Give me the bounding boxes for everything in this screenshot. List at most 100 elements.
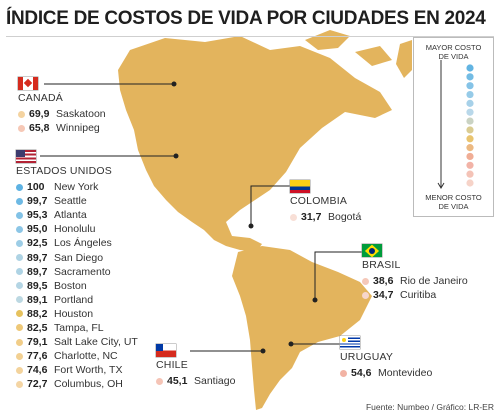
colombia-flag-icon — [290, 180, 310, 193]
cost-dot — [18, 124, 25, 132]
city-row: 65,8 Winnipeg — [18, 121, 106, 135]
cost-dot — [362, 291, 369, 299]
page-title: ÍNDICE DE COSTOS DE VIDA POR CIUDADES EN… — [6, 8, 486, 29]
city-row: 45,1 Santiago — [156, 374, 235, 388]
cost-value: 74,6 — [27, 364, 48, 377]
city-name: Houston — [54, 307, 94, 320]
cost-dot — [340, 369, 347, 377]
leader-brasil — [314, 251, 372, 300]
chile-flag-icon — [156, 344, 176, 357]
city-list: 45,1 Santiago — [156, 374, 235, 388]
city-name: Salt Lake City, UT — [54, 336, 138, 349]
city-name: Atlanta — [54, 209, 87, 222]
country-name: ESTADOS UNIDOS — [16, 165, 112, 177]
cost-dot — [16, 211, 23, 219]
city-name: Seattle — [54, 195, 87, 208]
city-name: Portland — [54, 293, 94, 306]
legend-scale-dot — [466, 135, 474, 143]
cost-dot — [16, 254, 23, 262]
city-name: Santiago — [194, 375, 236, 388]
city-row: 95,3 Atlanta — [16, 208, 138, 222]
city-list: 69,9 Saskatoon 65,8 Winnipeg — [18, 107, 106, 135]
cost-value: 89,7 — [27, 251, 48, 264]
city-row: 89,1 Portland — [16, 293, 138, 307]
legend-scale-dot — [466, 179, 474, 187]
legend-top-line-2: DE VIDA — [438, 52, 469, 61]
city-row: 82,5 Tampa, FL — [16, 321, 138, 335]
city-row: 95,0 Honolulu — [16, 222, 138, 236]
city-row: 31,7 Bogotá — [290, 210, 361, 224]
city-row: 69,9 Saskatoon — [18, 107, 106, 121]
city-row: 77,6 Charlotte, NC — [16, 349, 138, 363]
country-name: BRASIL — [362, 259, 401, 271]
legend-scale-dot — [466, 126, 474, 134]
cost-dot — [16, 239, 23, 247]
city-name: Los Ángeles — [54, 237, 112, 250]
legend-arrow-head — [437, 182, 445, 189]
source-note: Fuente: Numbeo / Gráfico: LR-ER — [365, 402, 494, 412]
city-row: 89,7 Sacramento — [16, 265, 138, 279]
cost-dot — [16, 324, 23, 332]
cost-dot — [16, 338, 23, 346]
cost-value: 99,7 — [27, 195, 48, 208]
country-block-chile: CHILE 45,1 Santiago — [156, 344, 235, 388]
country-name: CHILE — [156, 359, 188, 371]
cost-dot — [16, 380, 23, 388]
city-list: 100 New York 99,7 Seattle 95,3 Atlanta 95,0 Hon… — [16, 180, 138, 391]
legend-scale-dot — [466, 90, 474, 99]
city-name: San Diego — [54, 251, 104, 264]
city-row: 54,6 Montevideo — [340, 366, 432, 380]
legend-scale-dot — [466, 152, 474, 161]
city-name: Curitiba — [400, 289, 437, 302]
city-row: 92,5 Los Ángeles — [16, 236, 138, 250]
cost-dot — [16, 282, 23, 290]
canada-flag-icon — [18, 77, 38, 90]
greenland-landmass — [396, 40, 412, 78]
cost-dot — [16, 225, 23, 233]
country-name: URUGUAY — [340, 351, 394, 363]
north-islands — [305, 30, 392, 66]
city-list: 31,7 Bogotá — [290, 210, 361, 224]
city-row: 100 New York — [16, 180, 138, 194]
brasil-flag-icon — [362, 244, 382, 257]
legend-top-label: MAYOR COSTO DE VIDA — [414, 43, 493, 61]
city-row: 74,6 Fort Worth, TX — [16, 363, 138, 377]
city-row: 88,2 Houston — [16, 307, 138, 321]
legend-scale-dot — [466, 73, 474, 81]
cost-dot — [16, 352, 23, 360]
cost-value: 77,6 — [27, 350, 48, 363]
legend-scale-dot — [466, 108, 474, 116]
country-block-brasil: BRASIL 38,6 Rio de Janeiro 34,7 Curitiba — [362, 244, 468, 302]
cost-value: 95,3 — [27, 209, 48, 222]
city-name: Bogotá — [328, 211, 362, 224]
city-list: 38,6 Rio de Janeiro 34,7 Curitiba — [362, 274, 468, 302]
city-row: 99,7 Seattle — [16, 194, 138, 208]
cost-dot — [18, 110, 25, 118]
city-name: Fort Worth, TX — [54, 364, 123, 377]
country-block-canada: CANADÁ 69,9 Saskatoon 65,8 Winnipeg — [18, 77, 106, 135]
cost-scale-legend: MAYOR COSTO DE VIDA MENOR COSTO DE VIDA — [413, 37, 494, 217]
city-list: 54,6 Montevideo — [340, 366, 432, 380]
legend-bottom-label: MENOR COSTO DE VIDA — [414, 193, 493, 211]
legend-scale-graphic — [437, 60, 474, 189]
city-name: Columbus, OH — [54, 378, 123, 391]
city-row: 38,6 Rio de Janeiro — [362, 274, 468, 288]
north-america-landmass — [118, 36, 392, 252]
legend-scale-dot — [466, 64, 474, 72]
cost-value: 45,1 — [167, 375, 188, 388]
legend-scale-dot — [466, 117, 474, 125]
cost-dot — [16, 197, 23, 205]
city-name: Sacramento — [54, 265, 111, 278]
leader-colombia — [250, 185, 296, 226]
cost-value: 82,5 — [27, 321, 48, 334]
city-name: Winnipeg — [56, 122, 100, 135]
cost-dot — [290, 213, 297, 221]
cost-dot — [16, 296, 23, 304]
legend-bottom-line-1: MENOR COSTO — [425, 193, 482, 202]
cost-value: 79,1 — [27, 336, 48, 349]
cost-value: 65,8 — [29, 122, 50, 135]
city-row: 89,5 Boston — [16, 279, 138, 293]
city-row: 79,1 Salt Lake City, UT — [16, 335, 138, 349]
city-name: Saskatoon — [56, 108, 106, 121]
title-divider — [6, 36, 494, 37]
